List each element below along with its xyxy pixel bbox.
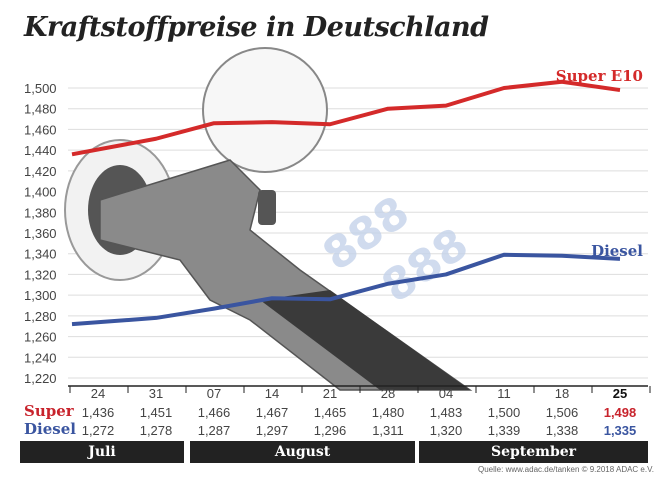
y-tick-label: 1,240 bbox=[24, 350, 57, 365]
y-tick-label: 1,280 bbox=[24, 309, 57, 324]
super-value: 1,498 bbox=[603, 405, 637, 420]
x-tick-label: 31 bbox=[148, 386, 164, 401]
x-tick-label: 24 bbox=[90, 386, 106, 401]
diesel-value: 1,272 bbox=[81, 423, 115, 438]
row-label-diesel: Diesel bbox=[24, 420, 76, 438]
super-value: 1,436 bbox=[81, 405, 115, 420]
y-tick-label: 1,440 bbox=[24, 143, 57, 158]
x-tick-label: 28 bbox=[380, 386, 396, 401]
y-tick-label: 1,300 bbox=[24, 288, 57, 303]
diesel-value: 1,278 bbox=[139, 423, 173, 438]
super-value: 1,466 bbox=[197, 405, 231, 420]
row-label-super: Super bbox=[24, 402, 74, 420]
y-tick-label: 1,220 bbox=[24, 371, 57, 386]
series-label: Super E10 bbox=[556, 67, 643, 85]
y-tick-label: 1,500 bbox=[24, 81, 57, 96]
source-note: Quelle: www.adac.de/tanken © 9.2018 ADAC… bbox=[478, 465, 654, 474]
series-line-super-e10 bbox=[71, 79, 621, 157]
y-tick-label: 1,380 bbox=[24, 205, 57, 220]
diesel-value: 1,287 bbox=[197, 423, 231, 438]
diesel-value: 1,311 bbox=[372, 423, 404, 438]
super-value: 1,465 bbox=[313, 405, 347, 420]
y-tick-label: 1,320 bbox=[24, 267, 57, 282]
y-tick-label: 1,360 bbox=[24, 226, 57, 241]
month-august: August bbox=[190, 441, 415, 463]
y-tick-label: 1,480 bbox=[24, 102, 57, 117]
y-tick-label: 1,340 bbox=[24, 247, 57, 262]
diesel-value: 1,338 bbox=[545, 423, 579, 438]
chart-title: Kraftstoffpreise in Deutschland bbox=[24, 12, 489, 43]
y-tick-label: 1,420 bbox=[24, 164, 57, 179]
super-value: 1,506 bbox=[545, 405, 579, 420]
x-tick-label: 07 bbox=[206, 386, 222, 401]
x-tick-label: 21 bbox=[322, 386, 338, 401]
y-tick-label: 1,400 bbox=[24, 185, 57, 200]
x-tick-label: 14 bbox=[264, 386, 280, 401]
super-value: 1,480 bbox=[371, 405, 405, 420]
diesel-value: 1,335 bbox=[603, 423, 637, 438]
super-value: 1,500 bbox=[487, 405, 521, 420]
x-tick-label: 04 bbox=[438, 386, 454, 401]
series-line-diesel bbox=[71, 252, 621, 327]
x-tick-label: 18 bbox=[554, 386, 570, 401]
x-tick-label: 25 bbox=[612, 386, 628, 401]
diesel-value: 1,297 bbox=[255, 423, 289, 438]
y-tick-label: 1,260 bbox=[24, 330, 57, 345]
month-september: September bbox=[419, 441, 648, 463]
diesel-value: 1,320 bbox=[429, 423, 463, 438]
super-value: 1,483 bbox=[429, 405, 463, 420]
series-label: Diesel bbox=[591, 242, 643, 260]
month-juli: Juli bbox=[20, 441, 184, 463]
super-value: 1,451 bbox=[139, 405, 173, 420]
super-value: 1,467 bbox=[255, 405, 289, 420]
x-tick-label: 11 bbox=[497, 386, 511, 401]
diesel-value: 1,296 bbox=[313, 423, 347, 438]
y-tick-label: 1,460 bbox=[24, 122, 57, 137]
diesel-value: 1,339 bbox=[487, 423, 521, 438]
